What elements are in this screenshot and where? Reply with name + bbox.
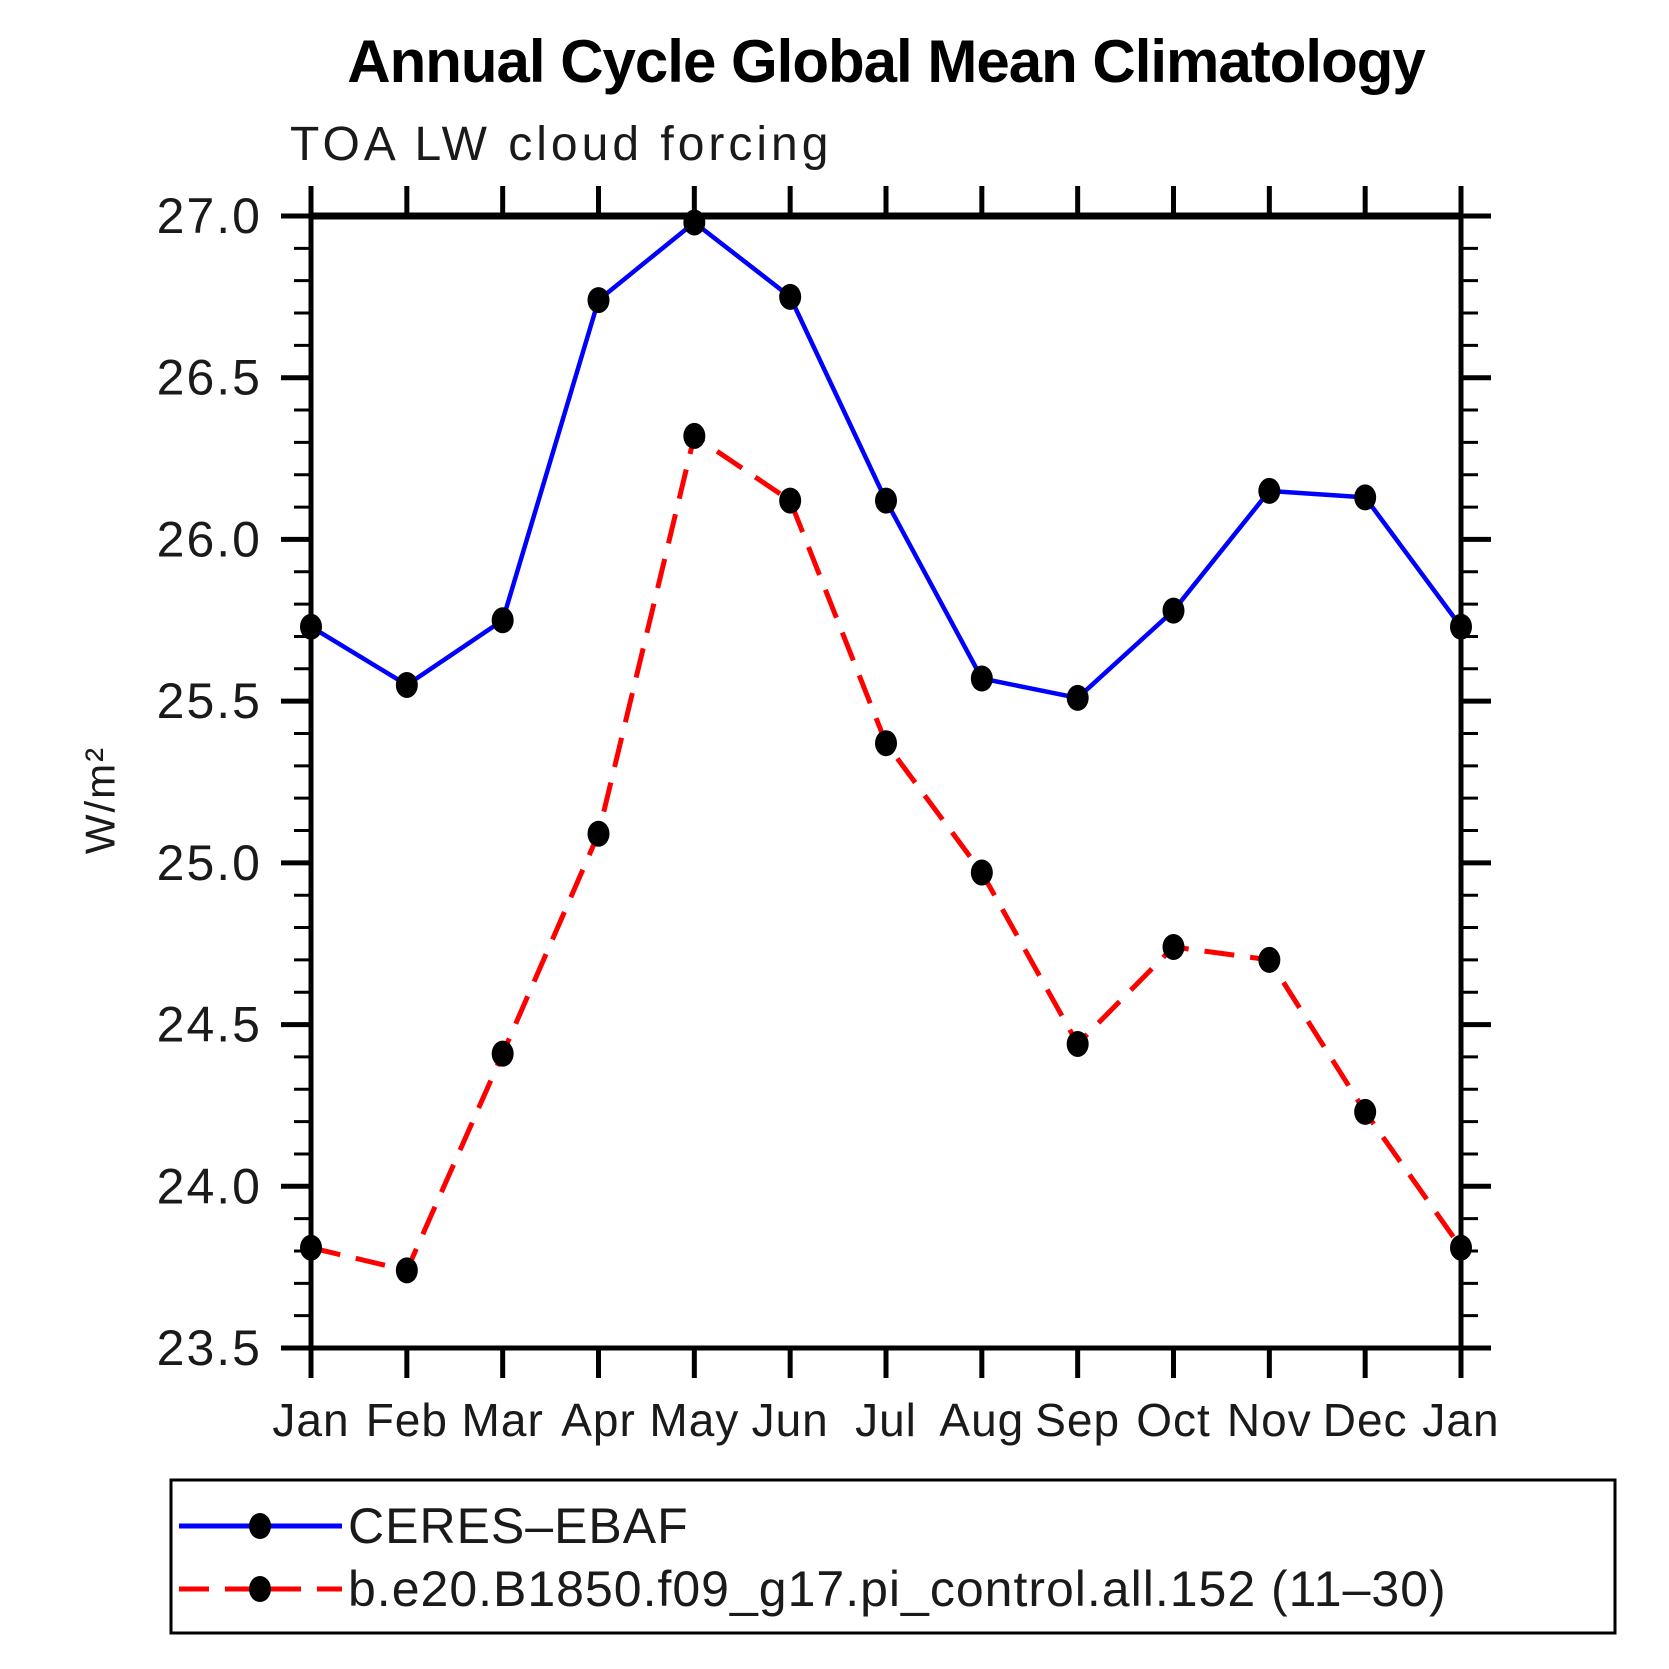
data-point xyxy=(395,1257,418,1284)
data-point xyxy=(1450,1234,1472,1261)
series-line-model xyxy=(310,433,1464,1273)
legend-entry-ceres-ebaf: CERES–EBAF xyxy=(179,1498,689,1554)
series-line-ceres-ebaf xyxy=(309,220,1463,701)
data-point xyxy=(300,613,322,640)
legend-label: b.e20.B1850.f09_g17.pi_control.all.152 (… xyxy=(348,1561,1447,1617)
data-point xyxy=(1354,484,1377,511)
x-tick-label-feb: Feb xyxy=(366,1394,448,1446)
data-point xyxy=(970,665,993,692)
y-axis-title: W/m² xyxy=(77,746,124,854)
y-tick-label: 24.5 xyxy=(157,997,262,1053)
x-tick-label-oct: Oct xyxy=(1136,1394,1211,1446)
data-point xyxy=(491,1040,514,1067)
legend-marker-icon xyxy=(249,1513,271,1539)
x-tick-label-dec: Dec xyxy=(1323,1394,1408,1446)
data-point xyxy=(1258,946,1281,973)
data-point xyxy=(875,487,897,514)
x-tick-label-jun: Jun xyxy=(752,1394,829,1446)
x-tick-label-sep: Sep xyxy=(1035,1394,1120,1446)
x-tick-label-mar: Mar xyxy=(462,1394,544,1446)
data-point xyxy=(587,820,610,847)
data-point xyxy=(875,730,897,757)
tick-labels-group: 23.5 24.0 24.5 25.0 25.5 26.0 26.5 27.0 Jan Feb Ma… xyxy=(157,188,1499,1446)
data-point xyxy=(1354,1098,1377,1125)
data-point xyxy=(491,607,514,634)
data-point xyxy=(395,671,418,698)
legend-entry-model: b.e20.B1850.f09_g17.pi_control.all.152 (… xyxy=(179,1561,1447,1617)
legend: CERES–EBAF b.e20.B1850.f09_g17.pi_contro… xyxy=(169,1478,1617,1635)
data-point xyxy=(970,859,993,886)
chart-subtitle: TOA LW cloud forcing xyxy=(290,118,832,171)
data-point xyxy=(1258,477,1281,504)
data-point xyxy=(779,283,802,310)
data-point xyxy=(779,487,802,514)
legend-label: CERES–EBAF xyxy=(348,1498,689,1554)
data-point xyxy=(587,287,610,314)
chart-title: Annual Cycle Global Mean Climatology xyxy=(347,28,1426,95)
data-point xyxy=(683,422,706,449)
x-tick-label-jul: Jul xyxy=(855,1394,917,1446)
y-tick-label: 25.0 xyxy=(157,835,262,891)
y-tick-label: 26.0 xyxy=(157,511,262,567)
series-group xyxy=(300,209,1472,1284)
x-tick-label-nov: Nov xyxy=(1227,1394,1312,1446)
legend-marker-icon xyxy=(249,1576,271,1602)
y-tick-label: 25.5 xyxy=(157,673,262,729)
data-point xyxy=(1162,597,1185,624)
x-tick-label-jan: Jan xyxy=(1422,1394,1499,1446)
x-tick-label-jan: Jan xyxy=(272,1394,349,1446)
data-point xyxy=(683,209,706,236)
y-tick-label: 26.5 xyxy=(157,350,262,406)
y-tick-label: 23.5 xyxy=(157,1320,262,1376)
data-point xyxy=(1450,613,1472,640)
x-tick-label-may: May xyxy=(649,1394,739,1446)
data-point xyxy=(1066,684,1089,711)
data-point xyxy=(300,1234,322,1261)
x-tick-label-aug: Aug xyxy=(939,1394,1024,1446)
legend-box xyxy=(169,1478,1617,1635)
x-tick-label-apr: Apr xyxy=(561,1394,636,1446)
axes-group xyxy=(281,186,1491,1378)
y-tick-label: 27.0 xyxy=(157,188,262,244)
data-point xyxy=(1066,1030,1089,1057)
data-point xyxy=(1162,933,1185,960)
y-tick-label: 24.0 xyxy=(157,1158,262,1214)
